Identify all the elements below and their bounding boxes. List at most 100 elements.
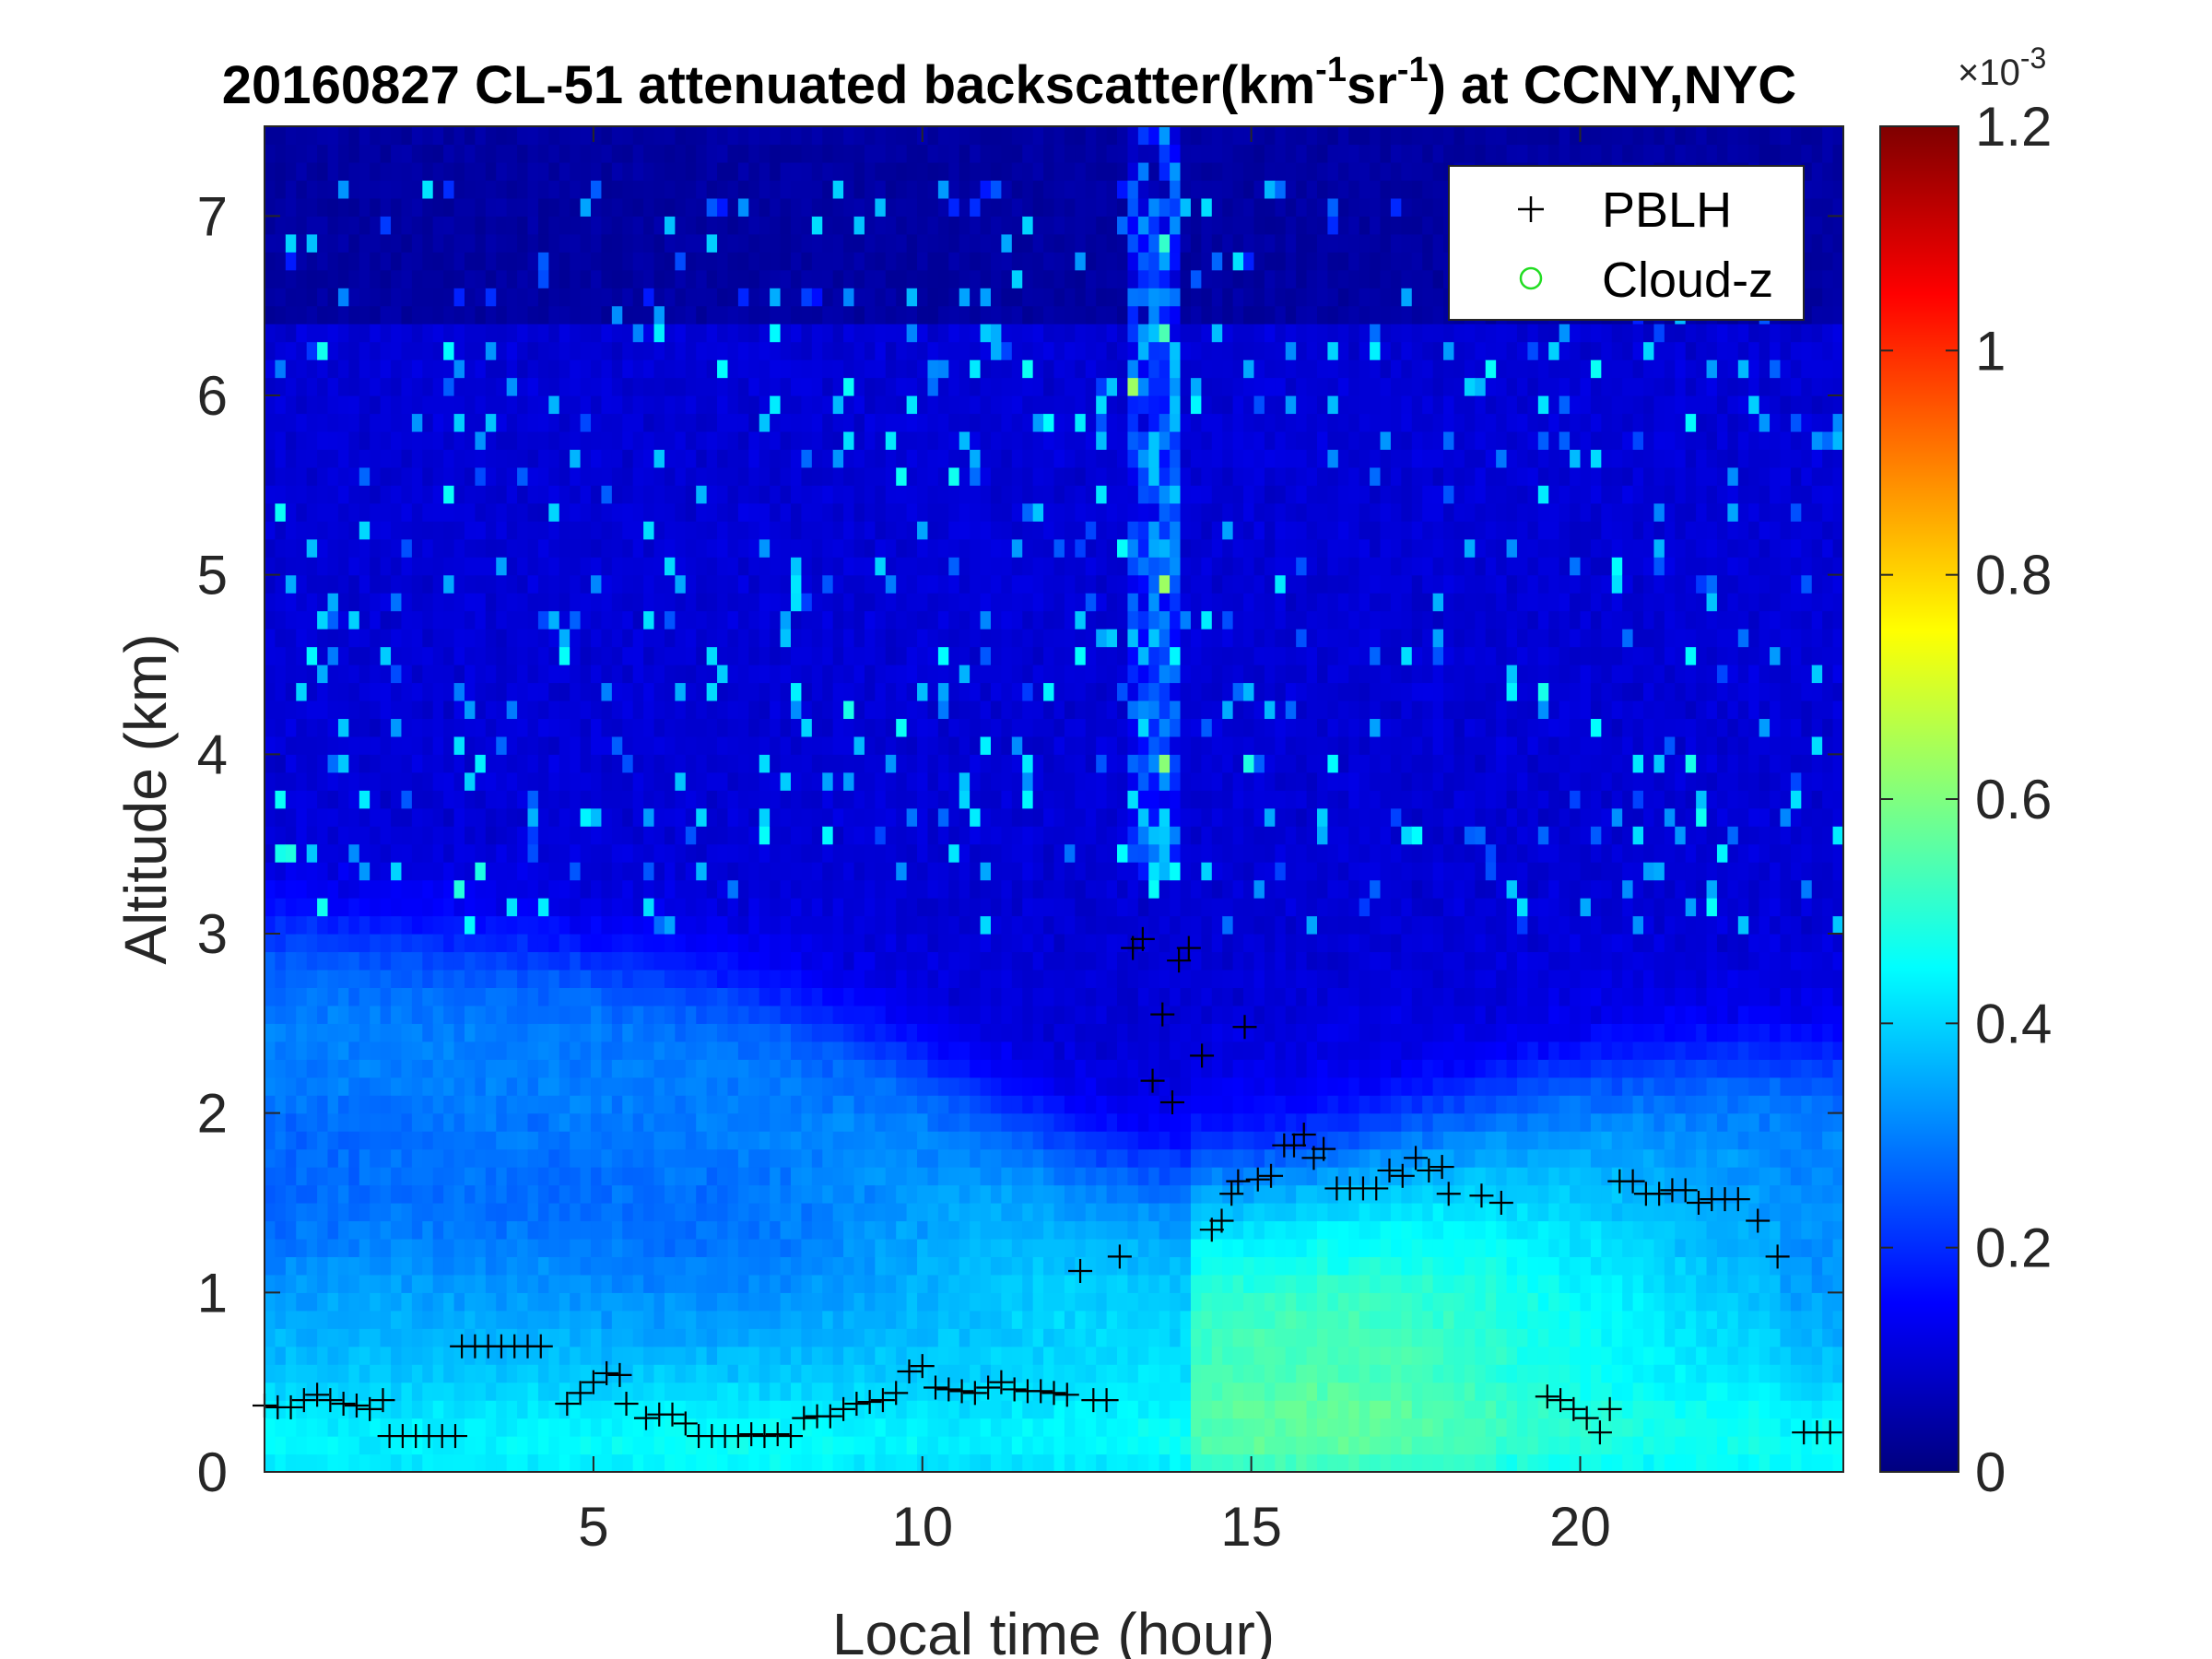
heatmap-cell: [506, 557, 518, 576]
heatmap-cell: [506, 915, 518, 935]
heatmap-cell: [822, 233, 834, 253]
heatmap-cell: [517, 1453, 529, 1472]
heatmap-cell: [548, 1382, 560, 1401]
heatmap-cell: [843, 557, 855, 576]
heatmap-cell: [475, 1184, 487, 1204]
heatmap-cell: [453, 521, 465, 540]
heatmap-cell: [570, 1238, 582, 1257]
heatmap-cell: [453, 1005, 465, 1024]
heatmap-cell: [359, 1256, 371, 1276]
heatmap-cell: [401, 557, 413, 576]
heatmap-cell: [706, 682, 718, 701]
heatmap-cell: [591, 430, 603, 450]
heatmap-cell: [370, 1453, 382, 1472]
heatmap-cell: [864, 700, 876, 719]
heatmap-cell: [780, 718, 792, 737]
heatmap-cell: [759, 216, 771, 235]
heatmap-cell: [537, 502, 549, 522]
heatmap-cell: [843, 1453, 855, 1472]
heatmap-cell: [496, 126, 508, 146]
heatmap-cell: [748, 1382, 760, 1401]
heatmap-cell: [496, 197, 508, 217]
heatmap-cell: [380, 413, 392, 432]
heatmap-cell: [275, 1418, 287, 1437]
heatmap-cell: [822, 1203, 834, 1222]
heatmap-cell: [559, 1203, 571, 1222]
heatmap-cell: [306, 288, 318, 307]
heatmap-cell: [675, 610, 687, 629]
heatmap-cell: [622, 359, 634, 379]
heatmap-cell: [285, 951, 297, 971]
heatmap-cell: [296, 665, 308, 684]
heatmap-cell: [337, 1041, 349, 1060]
heatmap-cell: [675, 395, 687, 415]
heatmap-cell: [517, 216, 529, 235]
heatmap-cell: [422, 126, 434, 146]
heatmap-cell: [570, 1077, 582, 1096]
heatmap-cell: [748, 1220, 760, 1240]
heatmap-cell: [591, 1453, 603, 1472]
heatmap-cell: [443, 233, 455, 253]
heatmap-cell: [727, 1256, 739, 1276]
heatmap-cell: [664, 1328, 676, 1347]
heatmap-cell: [737, 682, 749, 701]
heatmap-cell: [327, 934, 339, 953]
heatmap-cell: [317, 126, 329, 146]
heatmap-cell: [717, 538, 729, 558]
heatmap-cell: [780, 1167, 792, 1186]
heatmap-cell: [906, 1292, 918, 1312]
heatmap-cell: [685, 915, 697, 935]
heatmap-cell: [285, 341, 297, 360]
heatmap-cell: [401, 934, 413, 953]
heatmap-cell: [537, 126, 549, 146]
heatmap-cell: [801, 754, 813, 773]
heatmap-cell: [548, 826, 560, 845]
heatmap-cell: [632, 682, 644, 701]
heatmap-cell: [717, 502, 729, 522]
heatmap-cell: [685, 233, 697, 253]
heatmap-cell: [570, 1418, 582, 1437]
heatmap-cell: [275, 934, 287, 953]
heatmap-cell: [664, 862, 676, 881]
heatmap-cell: [948, 430, 960, 450]
heatmap-cell: [485, 771, 497, 791]
heatmap-cell: [853, 969, 865, 988]
heatmap-cell: [780, 665, 792, 684]
heatmap-cell: [632, 1274, 644, 1293]
heatmap-cell: [327, 1112, 339, 1132]
heatmap-cell: [896, 665, 908, 684]
heatmap-cell: [317, 1023, 329, 1042]
heatmap-cell: [748, 1112, 760, 1132]
heatmap-cell: [391, 180, 403, 199]
heatmap-cell: [411, 305, 423, 324]
heatmap-cell: [696, 826, 708, 845]
heatmap-cell: [496, 1203, 508, 1222]
heatmap-cell: [485, 718, 497, 737]
heatmap-cell: [643, 413, 655, 432]
heatmap-cell: [685, 430, 697, 450]
heatmap-cell: [780, 987, 792, 1006]
heatmap-cell: [948, 1238, 960, 1257]
heatmap-cell: [401, 413, 413, 432]
heatmap-cell: [401, 395, 413, 415]
heatmap-cell: [664, 790, 676, 809]
heatmap-cell: [948, 269, 960, 288]
heatmap-cell: [770, 951, 782, 971]
heatmap-cell: [475, 807, 487, 827]
heatmap-cell: [327, 665, 339, 684]
heatmap-cell: [432, 341, 444, 360]
heatmap-cell: [401, 843, 413, 863]
heatmap-cell: [537, 1418, 549, 1437]
heatmap-cell: [696, 1346, 708, 1365]
heatmap-cell: [622, 502, 634, 522]
heatmap-cell: [927, 161, 939, 181]
heatmap-cell: [780, 826, 792, 845]
heatmap-cell: [696, 1112, 708, 1132]
heatmap-cell: [380, 1238, 392, 1257]
heatmap-cell: [411, 934, 423, 953]
heatmap-cell: [391, 413, 403, 432]
heatmap-cell: [601, 1382, 613, 1401]
heatmap-cell: [770, 449, 782, 468]
heatmap-cell: [496, 324, 508, 343]
heatmap-cell: [622, 233, 634, 253]
